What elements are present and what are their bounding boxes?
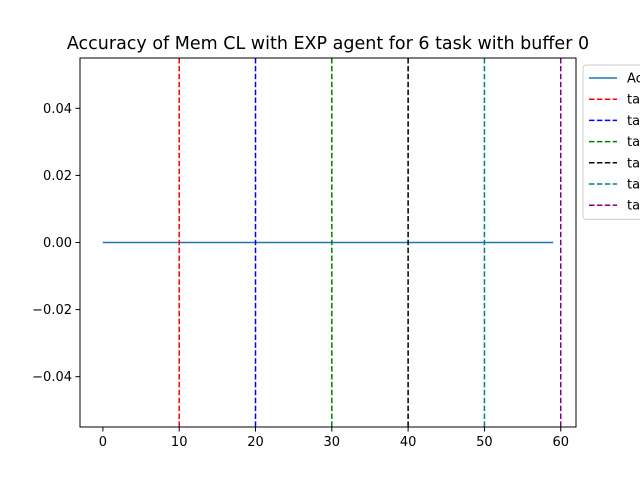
y-tick-label-1: −0.02 (32, 303, 72, 318)
x-tick-label-3: 30 (324, 435, 341, 450)
legend-label-2: ta (627, 114, 640, 129)
legend-label-5: ta (627, 178, 640, 193)
x-tick-label-6: 60 (552, 435, 569, 450)
legend-label-0: Ac (627, 72, 640, 87)
y-tick-label-2: 0.00 (43, 236, 72, 251)
legend: Ac ta ta ta ta ta ta (582, 64, 640, 220)
x-tick-label-5: 50 (476, 435, 493, 450)
legend-label-3: ta (627, 135, 640, 150)
chart-title: Accuracy of Mem CL with EXP agent for 6 … (67, 34, 589, 54)
legend-label-1: ta (627, 93, 640, 108)
legend-label-6: ta (627, 199, 640, 214)
y-tick-label-3: 0.02 (43, 169, 72, 184)
y-tick-label-0: −0.04 (32, 370, 72, 385)
x-tick-label-0: 0 (99, 435, 107, 450)
legend-label-4: ta (627, 156, 640, 171)
axis-ticks: 0 10 20 30 40 50 60 −0.04 −0.02 0.00 0.02 0.04 (32, 102, 569, 450)
y-tick-label-4: 0.04 (43, 102, 72, 117)
legend-box (582, 64, 640, 220)
x-tick-label-1: 10 (171, 435, 188, 450)
x-tick-label-2: 20 (247, 435, 264, 450)
x-tick-label-4: 40 (400, 435, 417, 450)
